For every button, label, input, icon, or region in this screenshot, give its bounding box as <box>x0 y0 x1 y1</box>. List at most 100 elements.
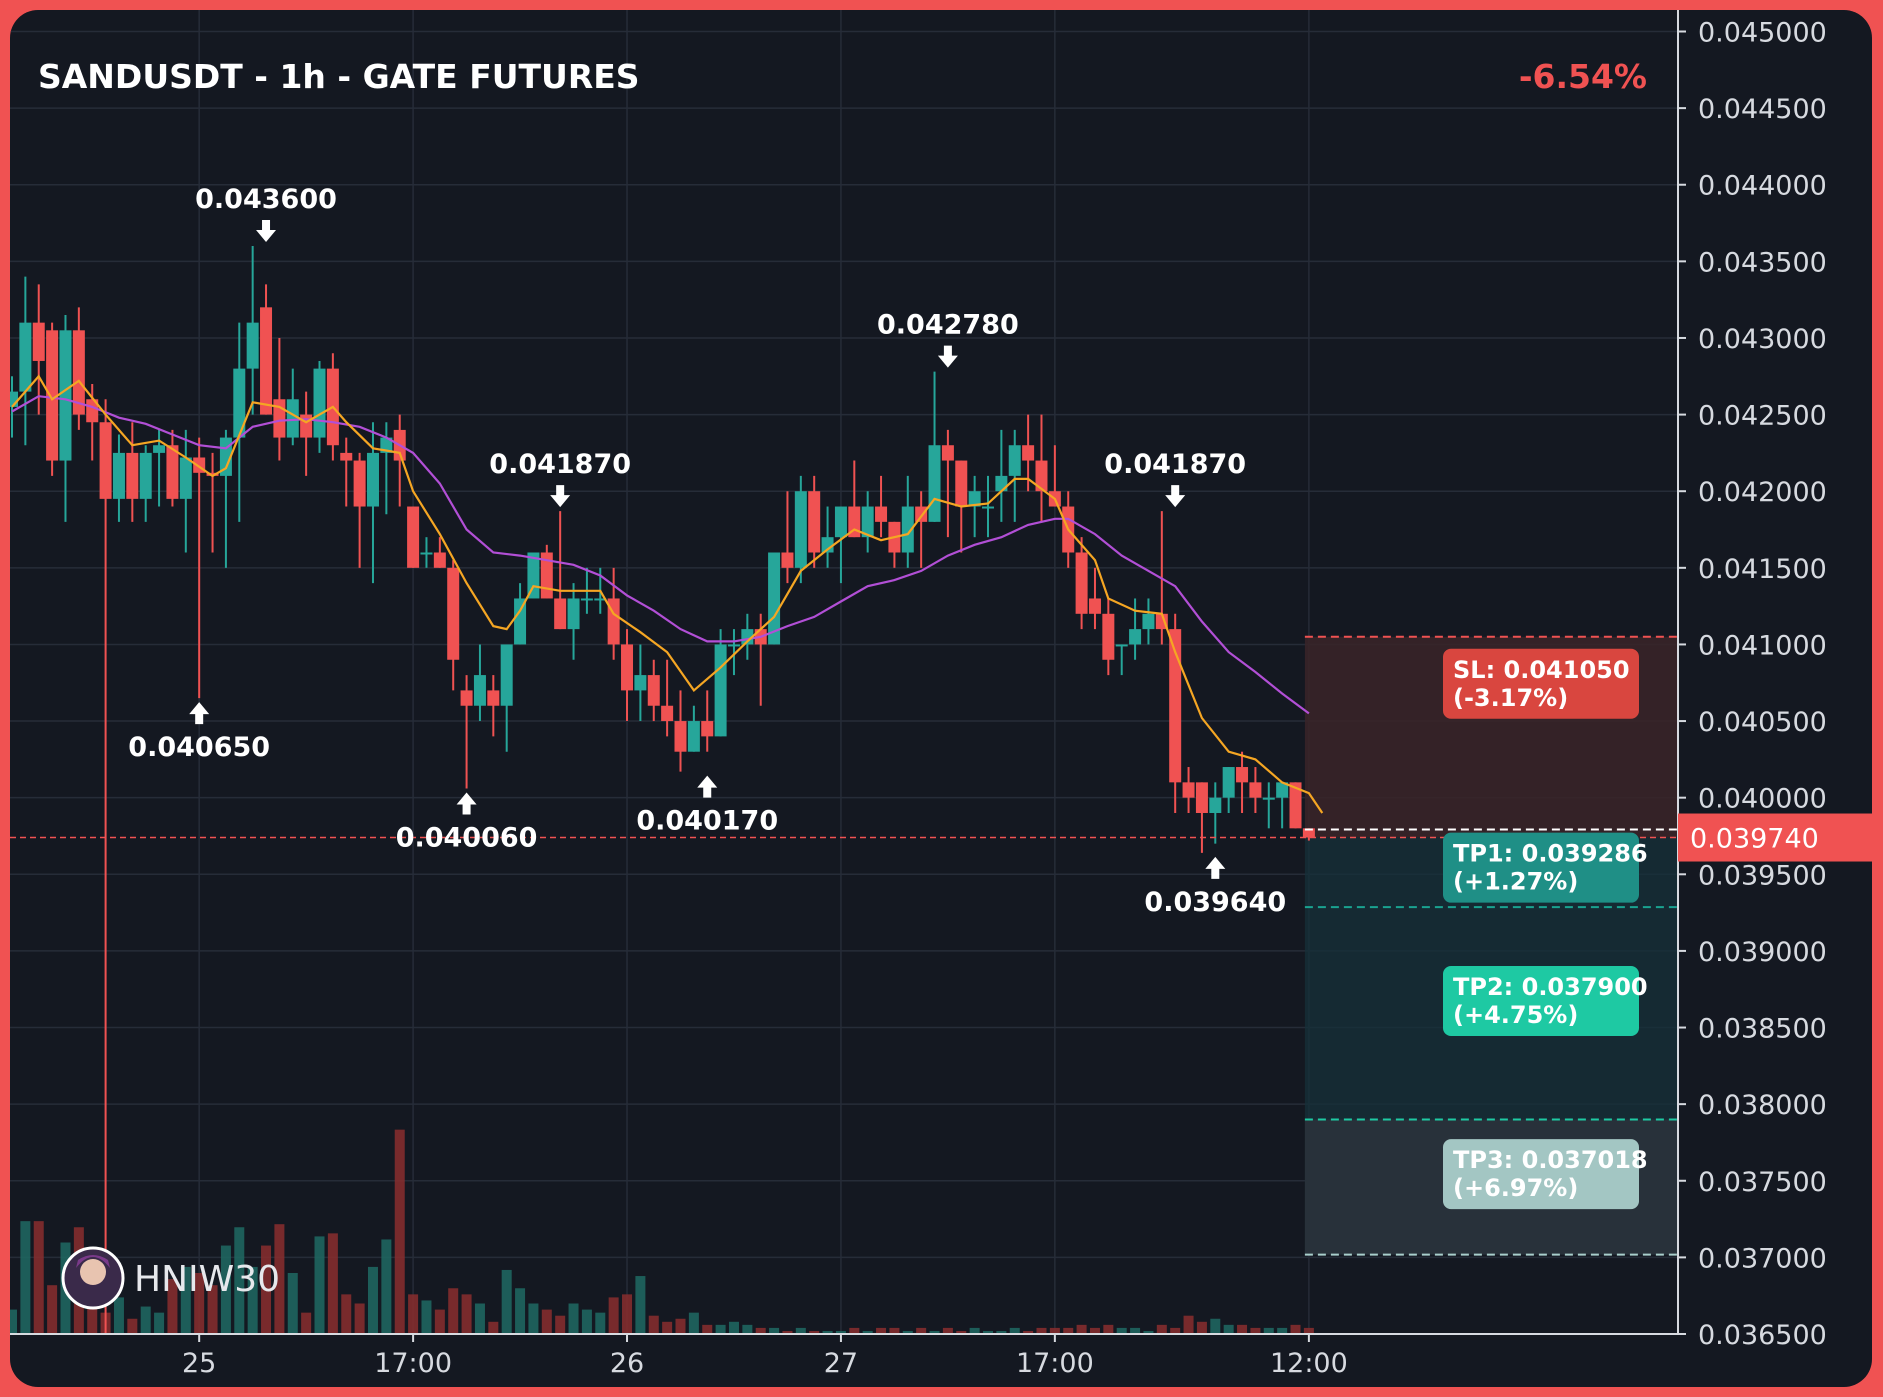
arrow-down-icon <box>550 485 571 508</box>
candle-body <box>10 391 18 407</box>
volume-bar <box>167 1279 178 1334</box>
candle-body <box>286 399 299 438</box>
candle-body <box>1276 782 1289 798</box>
volume-bar <box>755 1327 766 1334</box>
level-box-title: TP1: 0.039286 <box>1453 840 1648 868</box>
volume-bar <box>742 1324 753 1334</box>
candle-body <box>580 598 593 601</box>
change-percent: -6.54% <box>1519 57 1647 96</box>
candle-body <box>594 598 607 601</box>
price-tick-label: 0.038500 <box>1698 1014 1827 1045</box>
watermark-name: HNIW30 <box>134 1259 280 1300</box>
candle-body <box>1236 767 1249 783</box>
volume-bar <box>1223 1324 1234 1334</box>
volume-bar <box>822 1330 833 1334</box>
candles <box>10 246 1315 1334</box>
volume-bar <box>394 1129 405 1334</box>
volume-bar <box>234 1227 245 1334</box>
candle-body <box>260 307 273 415</box>
price-tick-label: 0.041500 <box>1698 554 1827 585</box>
candle-body <box>433 552 446 568</box>
candle-body <box>674 721 687 752</box>
volume-bar <box>1156 1324 1167 1334</box>
volume-bar <box>1049 1327 1060 1334</box>
volume-bar <box>47 1285 58 1334</box>
candle-body <box>473 675 486 706</box>
volume-bar <box>902 1330 913 1334</box>
level-box-bg <box>1443 832 1639 903</box>
volume-bar <box>635 1276 646 1334</box>
volume-bar <box>608 1297 619 1334</box>
candle-body <box>313 368 326 438</box>
volume-bar <box>1023 1330 1034 1334</box>
level-box-bg <box>1443 965 1639 1036</box>
volume-bar <box>154 1312 165 1334</box>
pivot-label: 0.040060 <box>396 822 538 853</box>
level-box-title: SL: 0.041050 <box>1453 656 1630 684</box>
price-tick-label: 0.037000 <box>1698 1243 1827 1274</box>
pivot-marker-high: 0.041870 <box>1104 449 1246 508</box>
volume-bar <box>354 1303 365 1334</box>
candle-body <box>19 322 32 392</box>
level-box-tp3: TP3: 0.037018(+6.97%) <box>1443 1139 1648 1210</box>
candle-body <box>848 506 861 538</box>
volume-bar <box>1250 1327 1261 1334</box>
volume-bar <box>461 1294 472 1334</box>
candle-body <box>59 330 72 461</box>
candle-body <box>1022 445 1035 461</box>
volume-bar <box>287 1273 298 1334</box>
level-box-sl: SL: 0.041050(-3.17%) <box>1443 648 1639 719</box>
volume-bar <box>274 1224 285 1334</box>
candle-body <box>928 445 941 522</box>
volume-bar <box>929 1330 940 1334</box>
candle-body <box>875 506 888 522</box>
level-box-percent: (+6.97%) <box>1453 1174 1578 1202</box>
volume-bar <box>194 1273 205 1334</box>
volume-bar <box>301 1312 312 1334</box>
pivot-label: 0.040650 <box>128 732 270 763</box>
watermark: HNIW30 <box>61 1246 280 1310</box>
level-box-title: TP3: 0.037018 <box>1453 1146 1648 1174</box>
candle-body <box>1169 629 1182 783</box>
candle-body <box>166 445 179 499</box>
current-price-tag-bg <box>1678 813 1872 862</box>
level-boxes: SL: 0.041050(-3.17%) TP1: 0.039286(+1.27%… <box>1443 648 1648 1210</box>
candle-body <box>661 705 674 722</box>
volume-bar <box>1290 1324 1301 1334</box>
volume-bar <box>20 1221 31 1334</box>
volume-bar <box>889 1327 900 1334</box>
avatar-hair-icon <box>76 1255 110 1268</box>
price-chart[interactable]: 0.043600 0.040650 0.041870 0.040060 0.040170… <box>10 10 1872 1387</box>
volume-bar <box>247 1266 258 1334</box>
candle-body <box>300 414 313 438</box>
volume-bar <box>87 1297 98 1334</box>
candle-body <box>32 322 45 361</box>
time-axis: 25 17:00 26 27 17:00 12:00 <box>10 1333 1678 1379</box>
candle-body <box>206 472 219 476</box>
time-tick-label: 12:00 <box>1270 1348 1348 1379</box>
candle-body <box>768 552 781 645</box>
arrow-down-icon <box>1165 485 1186 508</box>
volume-bar <box>1103 1324 1114 1334</box>
candle-body <box>968 491 981 507</box>
candle-body <box>714 644 727 737</box>
candle-body <box>1102 613 1115 660</box>
volume-bar <box>1196 1321 1207 1334</box>
candle-body <box>687 721 700 752</box>
candle-body <box>834 506 847 538</box>
pivot-label: 0.039640 <box>1144 887 1286 918</box>
candle-body <box>1182 782 1195 798</box>
volume-bar <box>381 1239 392 1334</box>
candle-body <box>1302 828 1315 838</box>
pivot-label: 0.040170 <box>636 806 778 837</box>
time-tick-label: 25 <box>182 1348 216 1379</box>
pivot-marker-low: 0.039640 <box>1144 856 1286 918</box>
pivot-labels: 0.043600 0.040650 0.041870 0.040060 0.040170… <box>128 184 1286 918</box>
price-tick-label: 0.044500 <box>1698 94 1827 125</box>
candle-body <box>340 452 353 461</box>
volume-bar <box>849 1327 860 1334</box>
candle-body <box>941 445 954 461</box>
arrow-up-icon <box>456 792 477 815</box>
volume-bar <box>1063 1327 1074 1334</box>
time-tick-label: 17:00 <box>1016 1348 1094 1379</box>
